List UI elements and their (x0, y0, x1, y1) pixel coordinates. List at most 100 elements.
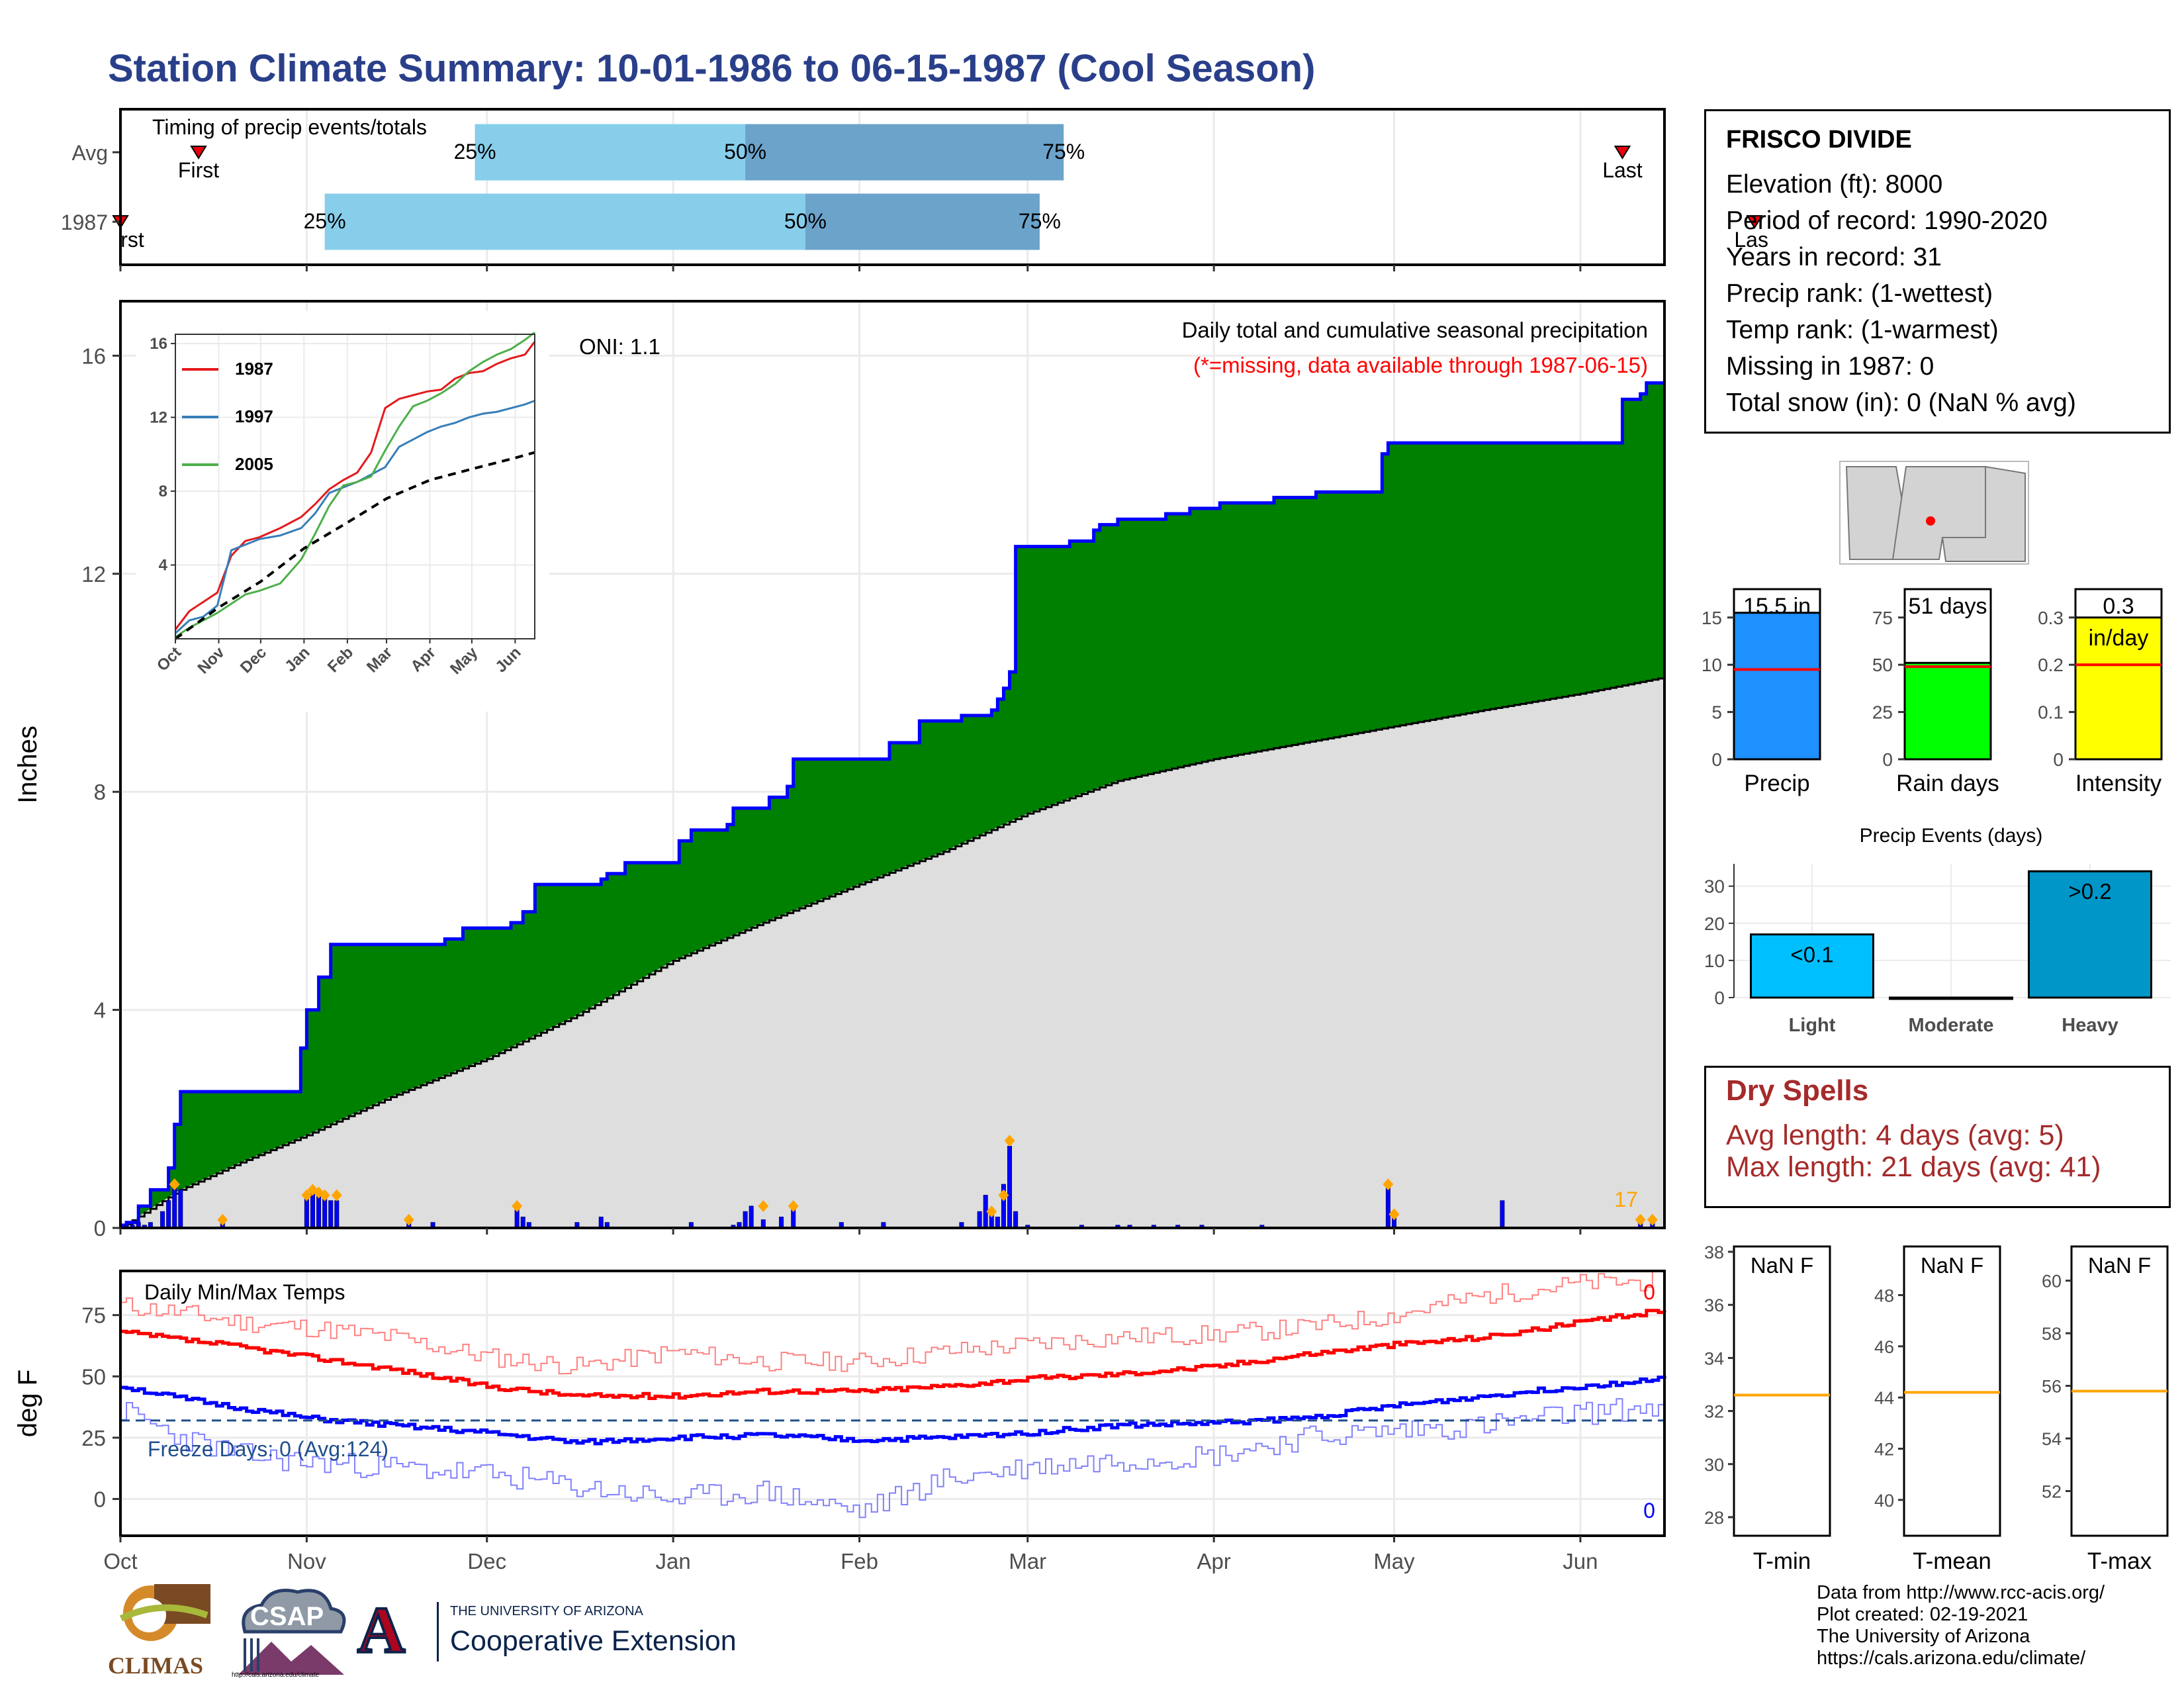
precip-normal-line (120, 677, 1666, 1229)
dry-spells-box: Dry Spells Avg length: 4 days (avg: 5) M… (1704, 1066, 2171, 1208)
daily-precip-bar (1500, 1200, 1505, 1229)
station-location-dot (1926, 516, 1935, 526)
station-name: FRISCO DIVIDE (1726, 126, 1912, 154)
inset-y-tick-label: 16 (150, 335, 167, 353)
csap-logo-url: http://cals.arizona.edu/climate (232, 1671, 320, 1679)
precip-y-axis-label: Inches (13, 726, 42, 804)
station-info-box: FRISCO DIVIDE Elevation (ft): 8000 Perio… (1704, 109, 2171, 434)
timing-first-marker (190, 146, 207, 160)
season-y-tick-label: 0.3 (2038, 608, 2064, 628)
precip-y-tick-label: 8 (94, 780, 106, 804)
temp-panel (113, 1270, 1666, 1542)
daily-precip-marker (319, 1189, 330, 1201)
daily-precip-bar (977, 1211, 982, 1229)
season-y-tick-label: 50 (1872, 655, 1893, 675)
ua-logo-university: THE UNIVERSITY OF ARIZONA (450, 1604, 643, 1618)
temp-y-tick-label: 0 (94, 1487, 106, 1511)
temp-rank-y-tick-label: 36 (1704, 1295, 1724, 1315)
station-missing: Missing in 1987: 0 (1726, 352, 1934, 381)
credit-url: https://cals.arizona.edu/climate/ (1817, 1648, 2086, 1669)
temp-x-tick-label: Nov (287, 1549, 326, 1573)
daily-precip-marker (758, 1200, 769, 1213)
events-bar (1750, 933, 1874, 999)
freeze-days-label: Freeze Days: 0 (Avg:124) (148, 1437, 388, 1461)
precip-y-tick-label: 12 (81, 562, 106, 586)
precip-above-normal-area (120, 383, 1664, 1228)
daily-precip-marker (998, 1189, 1009, 1201)
temp-x-tick-label: Oct (103, 1549, 137, 1573)
daily-precip-bar (743, 1211, 748, 1229)
daily-precip-bar (749, 1205, 754, 1229)
season-value-label: 51 days (1908, 594, 1987, 619)
timing-panel-border (119, 108, 1666, 266)
daily-precip-marker (1383, 1178, 1394, 1191)
daily-precip-bar (1007, 1145, 1013, 1229)
timing-bar-q25-q50 (475, 124, 746, 181)
inset-legend-label: 2005 (235, 454, 273, 474)
season-y-tick-label: 15 (1702, 608, 1722, 628)
station-period: Period of record: 1990-2020 (1726, 207, 2048, 235)
temp-rank-y-tick-label: 58 (2042, 1324, 2062, 1344)
temp-rank-frame (1733, 1245, 1831, 1537)
precip-annotation-missing: (*=missing, data available through 1987-… (1193, 353, 1648, 377)
season-bar-label: Precip (1744, 771, 1809, 796)
daily-precip-marker (403, 1213, 414, 1226)
season-y-tick-label: 75 (1872, 608, 1893, 628)
temp-y-tick-label: 50 (81, 1364, 106, 1389)
season-y-tick-label: 0 (1711, 749, 1722, 770)
daily-precip-bar (520, 1217, 525, 1229)
csap-logo: CSAP http://cals.arizona.edu/climate (232, 1582, 351, 1681)
precip-panel-border (119, 300, 1666, 1229)
timing-row-label: Avg (71, 141, 108, 165)
precip-y-tick-label: 4 (94, 998, 106, 1023)
events-title: Precip Events (days) (1860, 825, 2043, 847)
temp-rank-y-tick-label: 30 (1704, 1455, 1724, 1475)
timing-bar-q25-q50 (324, 193, 805, 250)
timing-row-label: 1987 (61, 211, 108, 234)
dry-spells-title: Dry Spells (1726, 1074, 1869, 1107)
temp-rank-value-label: NaN F (1751, 1253, 1813, 1278)
timing-label-75: 75% (1042, 140, 1085, 164)
events-bar-label: <0.1 (1790, 943, 1833, 967)
credit-plot-created: Plot created: 02-19-2021 (1817, 1604, 2028, 1625)
daily-precip-bar (1385, 1184, 1390, 1229)
season-bar (1903, 661, 1992, 761)
inset-y-tick-label: 8 (159, 483, 167, 500)
temp-min-avg-line (120, 1376, 1666, 1446)
ua-logo-extension: Cooperative Extension (450, 1625, 737, 1657)
daily-precip-bar (779, 1217, 784, 1229)
daily-precip-marker (1647, 1213, 1658, 1226)
daily-precip-bar (995, 1217, 1000, 1229)
season-value-label: 15.5 in (1743, 594, 1811, 619)
station-snow: Total snow (in): 0 (NaN % avg) (1726, 389, 2076, 417)
temp-rank-label: T-max (2087, 1548, 2152, 1574)
temp-rank-y-tick-label: 38 (1704, 1243, 1724, 1262)
timing-label-25: 25% (454, 140, 496, 164)
season-value-label: 0.3 (2103, 594, 2134, 619)
ua-logo-divider (437, 1602, 439, 1662)
timing-first-label: First (178, 158, 219, 182)
season-bar (1733, 612, 1821, 761)
inset-border (175, 334, 535, 639)
timing-panel (112, 108, 1763, 271)
precip-events (1729, 864, 2171, 1000)
season-y-tick-label: 10 (1702, 655, 1722, 675)
events-y-tick-label: 0 (1714, 988, 1725, 1008)
timing-title: Timing of precip events/totals (152, 115, 427, 139)
temp-panel-title: Daily Min/Max Temps (144, 1280, 345, 1304)
missing-count-label: 17 (1614, 1188, 1638, 1211)
daily-precip-marker (1004, 1135, 1015, 1147)
csap-logo-mark (238, 1589, 346, 1675)
temp-rank-y-tick-label: 48 (1874, 1286, 1894, 1305)
temp-rank-y-tick-label: 44 (1874, 1388, 1894, 1408)
daily-precip-marker (169, 1178, 180, 1191)
inset-legend-label: 1987 (235, 359, 273, 379)
events-y-tick-label: 30 (1704, 876, 1725, 897)
temp-rank-y-tick-label: 54 (2042, 1429, 2062, 1449)
temp-rank-y-tick-label: 60 (2042, 1272, 2062, 1291)
station-years: Years in record: 31 (1726, 243, 1942, 271)
daily-precip-marker (301, 1189, 312, 1201)
temp-panel-border (119, 1270, 1666, 1537)
events-category-label: Heavy (2062, 1015, 2118, 1036)
